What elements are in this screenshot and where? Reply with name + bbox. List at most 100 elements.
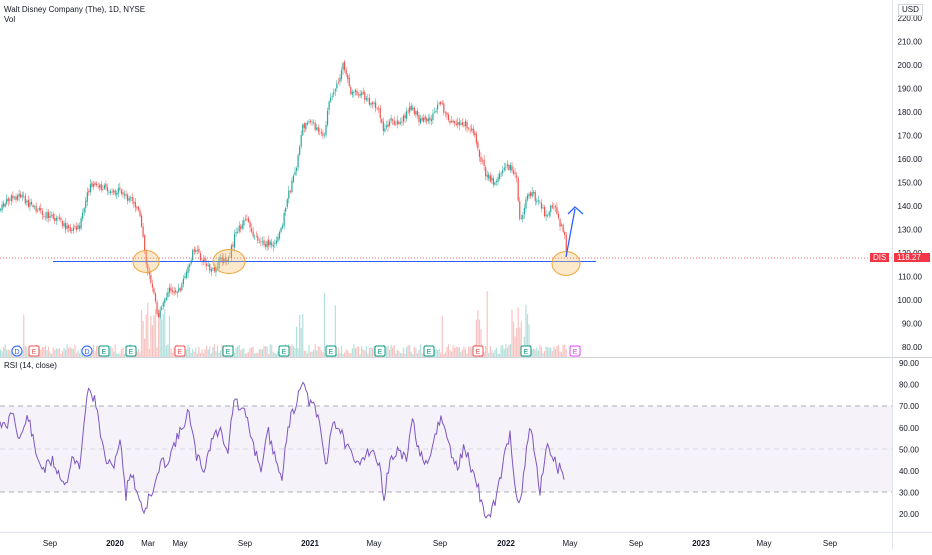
earnings-marker-icon[interactable]: E [125,345,137,357]
earnings-marker-icon[interactable]: E [325,345,337,357]
volume-bar [353,344,355,357]
earnings-marker-icon[interactable]: E [569,345,581,357]
candle [114,188,116,197]
dividend-marker-icon[interactable]: D [11,345,23,357]
candle [66,221,68,232]
candle [509,162,512,173]
earnings-marker-icon[interactable]: E [472,345,484,357]
volume-bar [57,348,59,357]
support-touch-circle[interactable] [551,251,581,276]
volume-bar [139,352,141,357]
candle [201,258,203,266]
volume-bar [199,352,202,357]
volume-bar [407,345,409,357]
candle [283,209,285,230]
volume-bar [240,350,242,357]
earnings-marker-icon[interactable]: E [278,345,290,357]
candle [333,88,335,97]
candle [328,100,330,115]
earnings-marker-icon[interactable]: E [222,345,234,357]
time-tick-label: 2022 [497,539,515,548]
volume-bar [6,349,8,357]
candle [306,120,308,126]
candle [243,216,245,230]
candle [418,111,420,126]
svg-text:E: E [102,349,107,356]
volume-bar [367,353,369,357]
support-touch-circle[interactable] [132,250,160,273]
candle [41,208,43,220]
volume-bar [119,353,121,357]
candle [199,250,202,262]
volume-bar [49,352,51,357]
candle [424,114,426,123]
rsi-axis[interactable]: 90.00 80.00 70.00 60.00 50.00 40.00 30.00 20.00 [899,359,920,519]
candle [240,223,242,233]
volume-bar [289,345,291,357]
price-candles[interactable] [0,59,567,320]
volume-bar [7,349,9,357]
candle [46,208,48,223]
candle [314,120,316,132]
volume-bar [525,304,527,357]
support-touch-circle[interactable] [212,249,246,274]
candle [491,174,493,184]
earnings-marker-icon[interactable]: E [28,345,40,357]
earnings-marker-icon[interactable]: E [98,345,110,357]
candle [83,207,85,216]
volume-bar [517,307,519,357]
candle [291,177,293,194]
earnings-marker-icon[interactable]: E [174,345,186,357]
dividend-marker-icon[interactable]: D [81,345,93,357]
candle [317,124,319,135]
time-tick-label: Sep [629,539,644,548]
volume-bar [559,351,561,357]
volume-bar [554,348,556,357]
currency-label[interactable]: USD [898,4,923,16]
candle [437,100,439,115]
earnings-marker-icon[interactable]: E [423,345,435,357]
earnings-marker-icon[interactable]: E [520,345,532,357]
volume-bar [520,321,522,357]
volume-bar [54,350,56,357]
time-axis[interactable]: Sep 2020 Mar May Sep 2021 May Sep 2022 May Sep 2023… [43,539,838,548]
volume-bar [540,346,543,357]
candle [413,105,415,116]
volume-bar [168,315,171,357]
candle [173,287,175,296]
time-tick-label: Sep [433,539,448,548]
candle [365,95,367,102]
volume-bar [215,351,217,357]
candle [40,203,42,214]
candle [322,129,324,139]
candle [353,90,355,98]
candle [61,219,64,229]
svg-text:E: E [427,349,432,356]
projection-arrow-shaft[interactable] [565,208,576,258]
price-axis[interactable]: 220.00 210.00 200.00 190.00 180.00 170.00 160.… [898,14,923,352]
candle [444,110,446,117]
candle [350,84,352,96]
candle [136,205,138,211]
candle [29,198,31,212]
volume-bar [237,346,239,357]
time-tick-label: Sep [238,539,253,548]
candle [323,132,326,139]
volume-bar [75,353,78,357]
volume-bar [189,347,191,357]
time-tick-label: 2020 [106,539,124,548]
volume-bar [361,346,363,357]
volume-bar [264,346,267,357]
volume-bar [198,346,200,357]
volume-bar [1,351,3,357]
projection-arrow-head[interactable] [567,206,584,215]
candle [313,119,315,125]
volume-bar [291,344,293,357]
earnings-marker-icon[interactable]: E [374,345,386,357]
candle [78,222,81,232]
candle [88,188,90,196]
price-tick-label: 180.00 [898,108,923,117]
